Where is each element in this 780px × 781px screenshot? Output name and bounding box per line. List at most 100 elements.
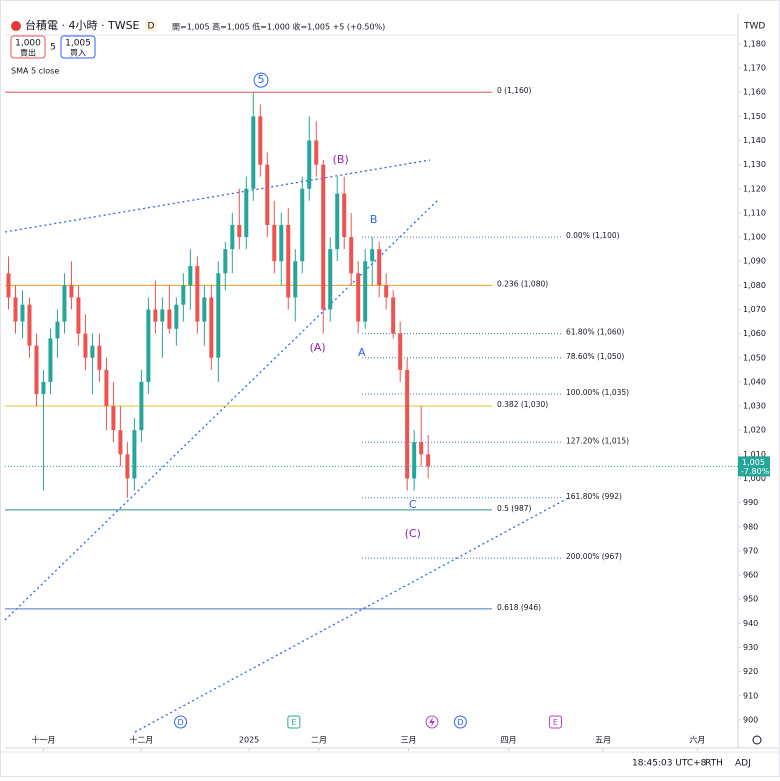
y-tick-label: 1,180 [743,39,766,48]
candle-body [258,116,263,165]
event-label[interactable]: E [291,718,296,727]
lightning-icon [429,717,435,727]
candle-body [328,249,333,310]
y-tick-label: 1,040 [743,377,766,386]
y-tick-label: 1,090 [743,257,766,266]
candle-body [405,369,410,479]
y-tick-label: 1,070 [743,305,766,314]
sell-button[interactable] [10,35,46,59]
y-tick-label: 910 [743,691,758,700]
fib-label: 0.236 (1,080) [497,279,548,288]
x-tick-label: 2025 [239,736,259,745]
fib-label: 61.80% (1,060) [566,328,624,337]
candle-body [202,297,207,322]
candle-body [272,224,277,262]
x-tick-label: 四月 [501,736,517,745]
y-tick-label: 990 [743,498,758,507]
fib-label: 200.00% (967) [566,552,622,561]
wave-label: C [409,498,417,511]
spread: 5 [50,43,56,53]
x-tick-label: 十二月 [129,735,153,745]
y-tick-label: 1,080 [743,281,766,290]
candle-body [209,297,214,358]
buy-button[interactable] [60,35,96,59]
candle-body [125,454,130,479]
candle-body [265,164,270,225]
wave-label: (C) [405,527,421,540]
candle-body [321,164,326,310]
candle-body [307,140,312,189]
buy-price[interactable]: 1,005 [65,39,91,49]
candle-body [139,381,144,431]
event-marker[interactable] [287,715,301,729]
candle-body [230,224,235,250]
candle-body [13,297,18,322]
candle-body [335,193,340,250]
candle-body [349,237,354,274]
buy-label[interactable]: 買入 [70,49,86,58]
fib-label: 0 (1,160) [497,86,532,95]
candle-body [363,261,368,322]
candle-body [300,188,305,262]
wave-label: 5 [257,73,264,86]
wave-label: A [358,346,366,359]
fib-label: 0.618 (946) [497,603,541,612]
x-tick-label: 五月 [595,736,611,745]
candle-body [118,430,123,455]
currency: TWD [743,22,765,32]
candle-body [41,381,46,394]
candle-body [426,454,431,467]
x-tick-label: 三月 [401,736,417,745]
y-tick-label: 1,170 [743,64,766,73]
fib-label: 0.00% (1,100) [566,231,620,240]
candle-body [111,406,116,431]
ohlc-legend: 開=1,005 高=1,005 低=1,000 收=1,005 +5 (+0.5… [172,22,385,32]
source-badge: D [148,22,155,32]
candle-body [398,333,403,370]
candle-body [419,442,424,455]
sell-label[interactable]: 賣出 [20,48,36,58]
candle-body [104,369,109,407]
settings-icon[interactable] [752,735,762,745]
price-tag [738,456,770,477]
candle-body [384,285,389,298]
candle-body [55,321,60,339]
candle-body [48,338,53,382]
y-tick-label: 1,050 [743,353,766,362]
indicator-legend: SMA 5 close [11,67,59,76]
wave-circle [253,72,269,88]
y-tick-label: 1,110 [743,208,766,217]
event-marker[interactable] [174,715,188,729]
event-marker[interactable] [548,715,562,729]
candle-body [153,309,158,322]
event-label[interactable]: D [457,718,463,727]
candle-body [83,333,88,358]
session: RTH [705,759,723,769]
candle-body [160,309,165,322]
clock: 18:45:03 UTC+8 [632,759,707,769]
candle-body [188,266,193,286]
candle-body [412,442,417,479]
wave-label: (A) [310,341,326,354]
sell-price[interactable]: 1,000 [15,39,41,49]
candle-body [391,297,396,334]
candle-body [132,430,137,479]
fib-label: 78.60% (1,050) [566,352,624,361]
y-tick-label: 1,100 [743,233,766,242]
x-tick-label: 二月 [311,736,327,745]
candle-body [279,224,284,262]
event-label[interactable]: D [177,718,183,727]
candle-body [174,304,179,329]
fib-label: 0.382 (1,030) [497,400,548,409]
candle-body [76,297,81,334]
candle-body [293,261,298,298]
y-tick-label: 970 [743,546,758,555]
candle-body [167,309,172,329]
y-tick-label: 1,060 [743,329,766,338]
event-marker[interactable] [453,715,467,729]
y-tick-label: 950 [743,595,758,604]
candle-body [34,345,39,394]
event-label[interactable]: E [553,718,558,727]
